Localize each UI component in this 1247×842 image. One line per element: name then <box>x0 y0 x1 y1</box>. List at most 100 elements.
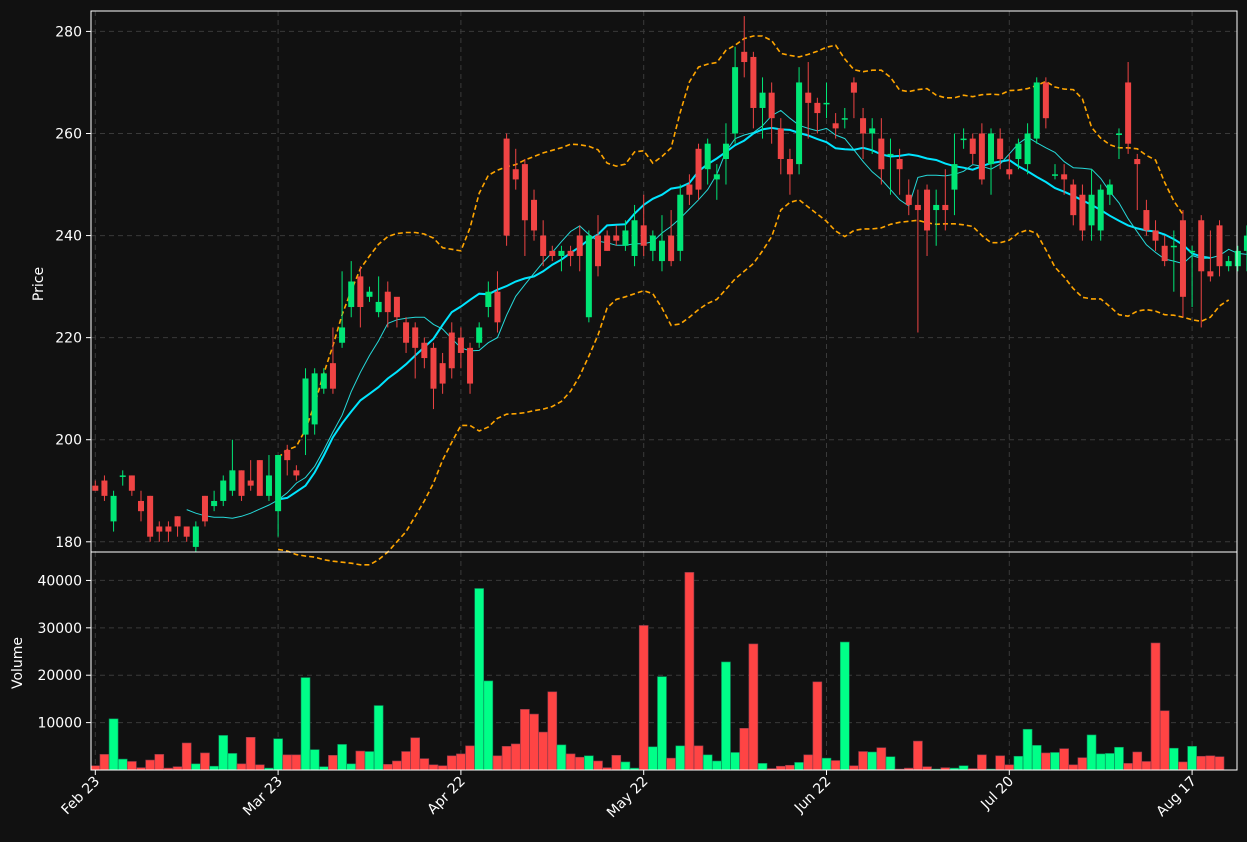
candle-body <box>1152 230 1159 241</box>
candle-body <box>732 67 739 134</box>
volume-bar <box>501 746 512 771</box>
candle-body <box>1052 174 1058 176</box>
candle-body <box>750 56 757 108</box>
volume-bar <box>593 760 603 771</box>
volume-bar <box>99 754 110 771</box>
volume-bar <box>529 713 539 771</box>
candle-body <box>1189 250 1196 253</box>
candle-body <box>604 235 611 251</box>
candle-body <box>183 526 190 537</box>
candle-body <box>567 250 574 256</box>
candle-body <box>284 449 291 461</box>
candle-body <box>348 281 355 308</box>
candle-body <box>786 159 793 175</box>
volume-bar <box>419 758 430 771</box>
candle-body <box>320 373 327 389</box>
candle-body <box>1015 143 1022 160</box>
candle-body <box>686 184 693 195</box>
candle-body <box>503 138 510 236</box>
candle-body <box>265 475 272 496</box>
volume-bar <box>565 753 576 771</box>
candle-body <box>110 495 117 522</box>
volume-bars <box>90 572 1225 771</box>
volume-bar <box>282 754 293 771</box>
candle-body <box>302 378 309 435</box>
volume-bar <box>1178 761 1188 771</box>
candle-body <box>658 240 665 262</box>
volume-bar <box>483 680 494 771</box>
volume-bar <box>90 765 101 771</box>
candle-body <box>119 475 126 477</box>
volume-bar <box>1004 764 1015 771</box>
volume-bar <box>885 756 896 771</box>
candle-body <box>485 291 492 308</box>
candle-body <box>924 189 931 231</box>
volume-bar <box>538 731 548 771</box>
candle-body <box>339 327 346 343</box>
candle-body <box>1207 271 1214 277</box>
price-tick-label: 260 <box>55 126 82 142</box>
volume-bar <box>721 661 731 771</box>
candle-body <box>156 526 163 532</box>
price-overlay-lines <box>186 35 1247 566</box>
volume-bar <box>684 572 695 771</box>
volume-axis-label: Volume <box>10 637 26 689</box>
volume-panel-frame <box>90 551 1238 771</box>
volume-tick-label: 20000 <box>37 668 82 684</box>
candle-body <box>631 220 638 256</box>
volume-bar <box>446 755 457 771</box>
candle-body <box>1134 159 1141 165</box>
volume-bar <box>145 759 155 771</box>
candle-body <box>549 250 556 256</box>
candle-body <box>1115 133 1122 135</box>
volume-bar <box>191 763 201 771</box>
volume-bar <box>465 745 475 771</box>
candle-body <box>613 235 620 241</box>
candle-body <box>969 138 976 154</box>
volume-bar <box>1150 642 1161 771</box>
volume-bar <box>474 588 484 771</box>
volume-bar <box>410 737 421 771</box>
candle-body <box>357 276 364 308</box>
volume-bar <box>200 752 210 771</box>
volume-bar <box>1187 746 1197 771</box>
candle-body <box>457 337 464 353</box>
candle-body <box>704 143 711 170</box>
candle-body <box>293 470 300 476</box>
volume-bar <box>1105 753 1115 771</box>
candle-body <box>1106 184 1113 195</box>
candle-body <box>914 204 921 211</box>
candle-body <box>1216 225 1223 267</box>
volume-bar <box>556 744 567 771</box>
volume-bar <box>785 764 795 771</box>
volume-bar <box>1132 751 1143 771</box>
price-axis: 180 200 220 240 260 280 <box>55 24 91 551</box>
candle-body <box>366 291 373 297</box>
price-grid <box>91 11 1237 552</box>
candle-body <box>1179 220 1186 297</box>
candle-body <box>850 82 857 93</box>
candle-body <box>229 470 236 491</box>
volume-bar <box>428 764 439 771</box>
candle-body <box>777 128 784 160</box>
volume-bar <box>977 754 987 771</box>
candle-body <box>393 296 400 318</box>
volume-bar <box>510 743 521 771</box>
volume-bar <box>355 750 366 771</box>
candle-body <box>722 143 729 160</box>
volume-bar <box>382 764 393 771</box>
volume-bar <box>209 765 219 771</box>
volume-bar <box>849 765 859 771</box>
volume-bar <box>255 764 265 771</box>
volume-bar <box>492 755 503 771</box>
candlesticks <box>92 16 1247 552</box>
volume-bar <box>547 691 558 771</box>
volume-bar <box>401 751 411 771</box>
volume-bar <box>584 755 594 771</box>
volume-bar <box>328 755 338 771</box>
candle-body <box>695 148 702 190</box>
candle-body <box>439 363 446 384</box>
volume-bar <box>117 758 128 771</box>
candle-body <box>585 235 592 318</box>
